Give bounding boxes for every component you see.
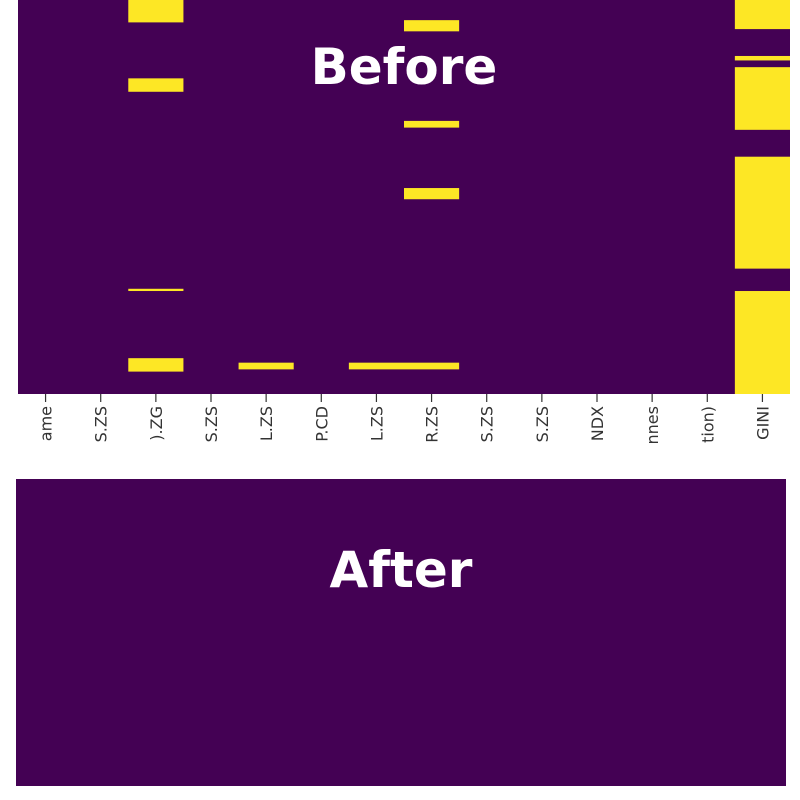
before-heatmap: ame S.ZS ).ZG S.ZS L.ZS P.CD L.ZS R.ZS S.ZS S.ZS N… xyxy=(18,0,790,444)
x-tick-label-8: S.ZS xyxy=(478,406,497,442)
x-tick-label-3: S.ZS xyxy=(202,406,221,442)
after-title: After xyxy=(329,541,473,599)
missing-cell-col-7-0 xyxy=(404,20,460,32)
x-tick-label-10: NDX xyxy=(588,406,607,441)
missing-cell-col-2-3 xyxy=(128,358,184,372)
missing-cell-col-13-0 xyxy=(734,0,790,30)
missing-cell-col-13-3 xyxy=(734,156,790,269)
x-tick-label-2: ).ZG xyxy=(147,406,166,441)
missing-cell-col-6-0 xyxy=(348,362,404,370)
after-panel: After xyxy=(16,479,786,786)
missing-cell-col-7-3 xyxy=(404,362,460,370)
missing-cell-col-13-2 xyxy=(734,67,790,130)
missing-cell-col-2-1 xyxy=(128,78,184,92)
x-tick-label-7: R.ZS xyxy=(423,406,442,443)
missing-cell-col-13-4 xyxy=(734,291,790,394)
x-tick-label-6: L.ZS xyxy=(367,406,386,441)
x-tick-label-9: S.ZS xyxy=(533,406,552,442)
missing-cell-col-7-1 xyxy=(404,120,460,128)
missing-cell-col-7-2 xyxy=(404,188,460,200)
x-tick-label-13: GINI xyxy=(753,406,772,440)
missing-cell-col-13-1 xyxy=(734,55,790,61)
before-panel: ame S.ZS ).ZG S.ZS L.ZS P.CD L.ZS R.ZS S.ZS S.ZS N… xyxy=(18,0,790,444)
x-tick-label-0: ame xyxy=(37,406,56,441)
missing-cell-col-2-2 xyxy=(128,288,184,292)
x-tick-label-4: L.ZS xyxy=(257,406,276,441)
x-tick-label-5: P.CD xyxy=(312,406,331,442)
missing-cell-col-4-0 xyxy=(238,362,294,370)
missing-cell-col-2-0 xyxy=(128,0,184,23)
x-tick-label-12: tion) xyxy=(698,406,717,443)
x-tick-label-11: nnes xyxy=(643,406,662,444)
x-tick-label-1: S.ZS xyxy=(92,406,111,442)
before-title: Before xyxy=(310,38,498,96)
